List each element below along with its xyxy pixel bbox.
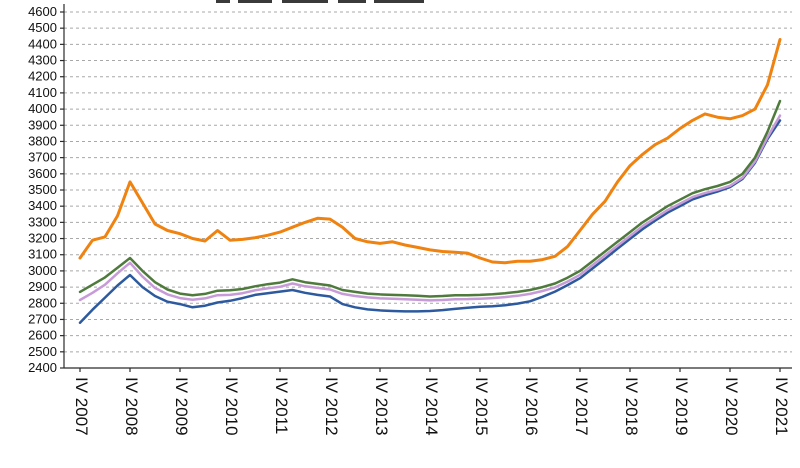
x-tick-label: IV 2007 xyxy=(72,377,91,436)
x-tick-label: IV 2017 xyxy=(572,377,591,436)
y-tick-label: 3100 xyxy=(28,247,57,262)
y-tick-label: 2900 xyxy=(28,279,57,294)
x-tick-label: IV 2016 xyxy=(522,377,541,436)
y-tick-label: 4100 xyxy=(28,85,57,100)
clipped-title-fragment xyxy=(216,0,230,3)
y-tick-label: 3600 xyxy=(28,166,57,181)
clipped-title-fragment xyxy=(282,0,328,3)
orange-series-line xyxy=(78,38,782,265)
y-tick-label: 3900 xyxy=(28,117,57,132)
clipped-title-fragment xyxy=(238,0,272,3)
x-tick-label: IV 2012 xyxy=(322,377,341,436)
green-series-line xyxy=(78,99,782,298)
clipped-title-fragment xyxy=(374,0,424,3)
x-tick-label: IV 2015 xyxy=(472,377,491,436)
y-tick-label: 4600 xyxy=(28,4,57,19)
x-tick-label: IV 2010 xyxy=(222,377,241,436)
blue-series-line xyxy=(78,119,782,324)
x-tick-label: IV 2019 xyxy=(672,377,691,436)
y-tick-label: 2600 xyxy=(28,328,57,343)
x-tick-label: IV 2020 xyxy=(722,377,741,436)
y-tick-label: 4300 xyxy=(28,53,57,68)
violet-series-line xyxy=(78,114,782,302)
y-tick-label: 2800 xyxy=(28,295,57,310)
y-tick-label: 3000 xyxy=(28,263,57,278)
y-tick-label: 3200 xyxy=(28,231,57,246)
y-tick-label: 3700 xyxy=(28,150,57,165)
x-tick-label: IV 2008 xyxy=(122,377,141,436)
y-tick-label: 3300 xyxy=(28,214,57,229)
x-tick-label: IV 2014 xyxy=(422,377,441,436)
y-tick-label: 2500 xyxy=(28,344,57,359)
y-tick-label: 3500 xyxy=(28,182,57,197)
y-tick-label: 2400 xyxy=(28,360,57,375)
x-tick-label: IV 2021 xyxy=(772,377,791,436)
y-tick-label: 4500 xyxy=(28,20,57,35)
x-tick-label: IV 2013 xyxy=(372,377,391,436)
y-tick-label: 3400 xyxy=(28,198,57,213)
clipped-title-fragment xyxy=(338,0,366,3)
y-tick-label: 4400 xyxy=(28,36,57,51)
x-tick-label: IV 2018 xyxy=(622,377,641,436)
x-tick-label: IV 2009 xyxy=(172,377,191,436)
y-tick-label: 4200 xyxy=(28,69,57,84)
x-tick-label: IV 2011 xyxy=(272,377,291,434)
y-tick-label: 2700 xyxy=(28,311,57,326)
y-tick-label: 3800 xyxy=(28,133,57,148)
y-tick-label: 4000 xyxy=(28,101,57,116)
